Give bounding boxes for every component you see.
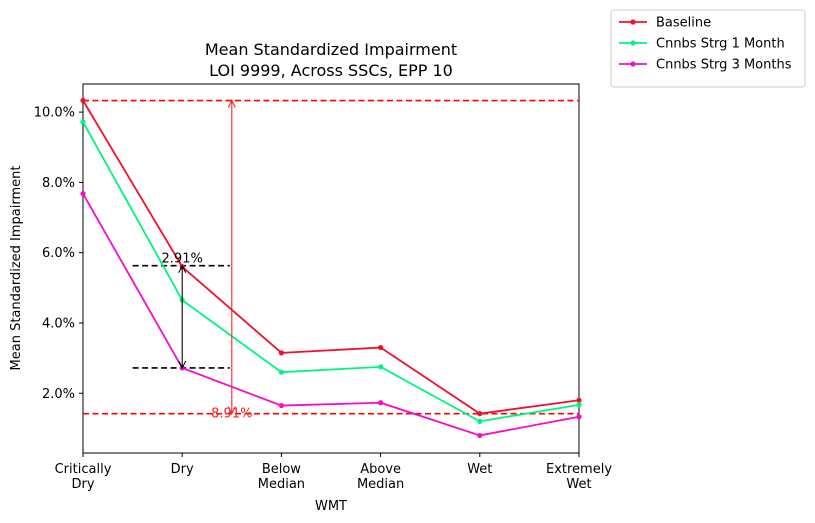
x-tick-label: Median xyxy=(357,477,404,492)
x-tick-label: Above xyxy=(360,462,401,477)
difference-label: 8.91% xyxy=(211,407,252,422)
y-axis-label: Mean Standardized Impairment xyxy=(9,166,24,371)
legend-label: Baseline xyxy=(656,16,711,31)
x-tick-label: Dry xyxy=(171,462,194,477)
data-point xyxy=(576,414,582,420)
y-tick-label: 10.0% xyxy=(34,106,75,121)
legend-marker xyxy=(630,61,636,67)
data-point xyxy=(576,397,582,403)
arrow-head xyxy=(178,264,187,273)
data-point xyxy=(80,119,86,125)
chart-title: Mean Standardized Impairment xyxy=(205,40,457,59)
arrow-head xyxy=(178,360,187,370)
x-tick-label: Wet xyxy=(566,477,591,492)
data-point xyxy=(477,418,483,424)
difference-label: 2.91% xyxy=(162,252,203,267)
x-tick-label: Dry xyxy=(71,477,94,492)
data-point xyxy=(378,400,384,406)
data-point xyxy=(477,432,483,439)
x-tick-label: Below xyxy=(262,462,301,477)
y-tick-label: 6.0% xyxy=(42,246,75,261)
x-tick-label: Extremely xyxy=(546,462,612,477)
data-point xyxy=(278,369,284,375)
data-point xyxy=(278,350,284,356)
data-point xyxy=(80,97,86,104)
x-tick-label: Median xyxy=(258,477,305,492)
legend-frame xyxy=(610,9,806,88)
y-tick-label: 8.0% xyxy=(42,176,75,191)
legend-label: Cnnbs Strg 3 Months xyxy=(656,58,792,73)
data-point xyxy=(378,364,384,370)
legend-marker xyxy=(630,19,636,25)
y-tick-label: 4.0% xyxy=(42,316,75,331)
arrow-head xyxy=(227,406,236,415)
data-point xyxy=(80,191,86,197)
data-point xyxy=(378,344,384,351)
data-point xyxy=(477,411,483,417)
axes-frame xyxy=(82,83,580,454)
series-line xyxy=(82,193,580,437)
chart-subtitle: LOI 9999, Across SSCs, EPP 10 xyxy=(209,61,453,80)
x-tick-label: Critically xyxy=(55,462,112,477)
legend-marker xyxy=(630,40,636,46)
x-axis-label: WMT xyxy=(315,499,347,514)
series-line xyxy=(82,100,580,415)
y-tick-label: 2.0% xyxy=(42,387,75,402)
data-point xyxy=(278,402,284,409)
arrow-head xyxy=(227,99,236,108)
legend: Baseline Cnnbs Strg 1 Month Cnnbs Strg 3 M… xyxy=(610,9,806,88)
legend-label: Cnnbs Strg 1 Month xyxy=(656,37,785,52)
series-line xyxy=(82,121,580,423)
x-tick-label: Wet xyxy=(467,462,492,477)
data-point xyxy=(576,402,582,408)
